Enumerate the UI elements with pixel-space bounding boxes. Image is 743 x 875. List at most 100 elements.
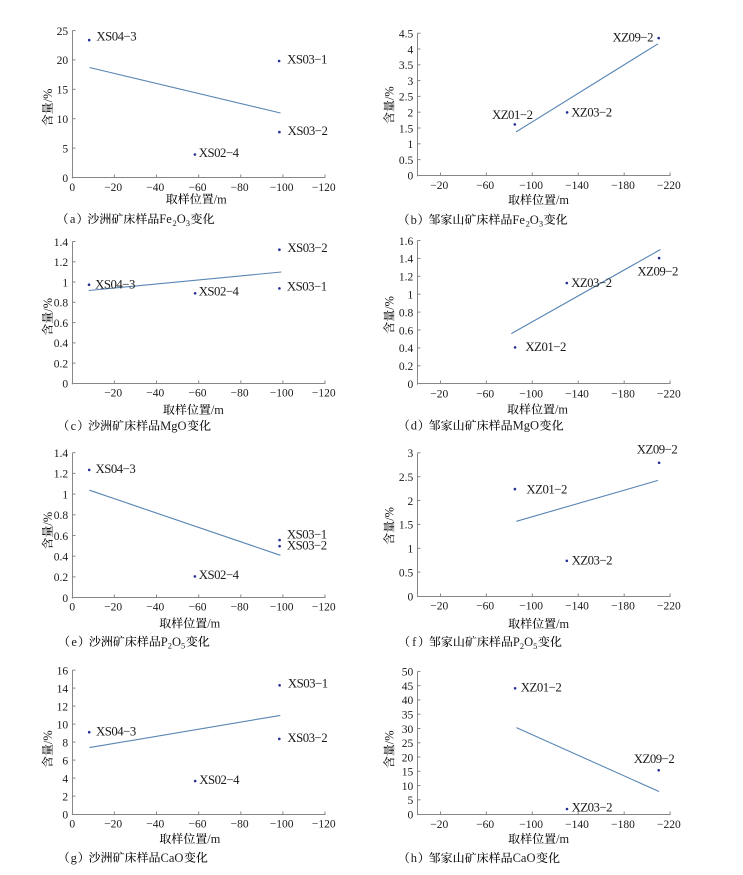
svg-text:/%: /% (41, 512, 55, 526)
svg-text:0.2: 0.2 (54, 572, 69, 584)
svg-text:1: 1 (408, 290, 414, 302)
svg-text:XZ09−2: XZ09−2 (613, 30, 654, 44)
svg-text:/%: /% (382, 731, 396, 745)
svg-text:2.5: 2.5 (399, 472, 414, 484)
svg-text:3.5: 3.5 (399, 60, 414, 72)
svg-text:−120: −120 (312, 819, 336, 831)
svg-text:−60: −60 (476, 388, 494, 400)
svg-text:XS03−1: XS03−1 (287, 528, 327, 542)
svg-text:20: 20 (57, 55, 69, 67)
svg-text:−40: −40 (146, 182, 164, 194)
svg-text:0: 0 (62, 809, 68, 821)
svg-text:50: 50 (402, 667, 414, 679)
svg-text:−120: −120 (312, 182, 336, 194)
svg-text:1: 1 (62, 489, 68, 501)
svg-text:−180: −180 (611, 819, 635, 831)
svg-text:−40: −40 (146, 819, 164, 831)
svg-text:−100: −100 (519, 601, 543, 613)
svg-text:/m: /m (211, 403, 224, 417)
svg-text:CaO: CaO (161, 851, 184, 865)
svg-text:XS03−1: XS03−1 (287, 53, 327, 67)
svg-text:−60: −60 (189, 602, 207, 614)
svg-text:0: 0 (62, 593, 68, 605)
svg-text:−60: −60 (476, 601, 494, 613)
svg-text:14: 14 (57, 683, 69, 695)
svg-text:h: h (411, 851, 418, 865)
svg-text:−220: −220 (657, 180, 681, 192)
svg-text:XZ01−2: XZ01−2 (492, 108, 533, 122)
svg-text:−20: −20 (104, 387, 122, 399)
svg-text:/m: /m (556, 832, 569, 846)
svg-text:O: O (530, 213, 539, 227)
svg-text:0.5: 0.5 (399, 567, 414, 579)
svg-text:2: 2 (62, 791, 68, 803)
svg-text:XZ03−2: XZ03−2 (572, 801, 613, 815)
svg-text:XS04−3: XS04−3 (95, 278, 135, 292)
svg-text:XZ03−2: XZ03−2 (572, 554, 613, 568)
svg-text:4: 4 (408, 44, 414, 56)
svg-text:−140: −140 (565, 388, 589, 400)
svg-text:O: O (524, 635, 533, 649)
svg-text:1.4: 1.4 (54, 448, 69, 460)
svg-text:5: 5 (181, 641, 185, 651)
svg-text:XS03−1: XS03−1 (288, 676, 328, 690)
svg-text:1: 1 (408, 139, 414, 151)
svg-text:1.5: 1.5 (399, 123, 414, 135)
svg-text:1.2: 1.2 (54, 469, 69, 481)
svg-text:−100: −100 (270, 602, 294, 614)
svg-text:−60: −60 (189, 819, 207, 831)
svg-text:−40: −40 (146, 387, 164, 399)
svg-text:XS03−2: XS03−2 (287, 539, 327, 553)
svg-text:1.2: 1.2 (399, 272, 414, 284)
svg-text:−80: −80 (231, 602, 249, 614)
svg-text:c: c (71, 419, 77, 433)
svg-text:10: 10 (402, 781, 414, 793)
svg-text:/m: /m (556, 617, 569, 631)
svg-text:−120: −120 (312, 602, 336, 614)
svg-text:−20: −20 (104, 819, 122, 831)
svg-text:/m: /m (556, 193, 569, 207)
svg-text:e: e (71, 635, 77, 649)
svg-text:/%: /% (41, 730, 55, 744)
svg-text:0.4: 0.4 (54, 552, 69, 564)
svg-text:−140: −140 (565, 819, 589, 831)
svg-text:−80: −80 (231, 387, 249, 399)
svg-text:0: 0 (408, 809, 414, 821)
svg-text:2: 2 (520, 641, 524, 651)
svg-text:Fe: Fe (159, 212, 172, 226)
svg-text:0: 0 (408, 591, 414, 603)
svg-text:0: 0 (69, 602, 75, 614)
svg-text:XZ03−2: XZ03−2 (571, 105, 612, 119)
svg-text:XS04−3: XS04−3 (96, 725, 136, 739)
svg-text:2: 2 (168, 641, 172, 651)
svg-text:−60: −60 (189, 387, 207, 399)
svg-text:8: 8 (62, 737, 68, 749)
svg-text:40: 40 (402, 695, 414, 707)
svg-text:20: 20 (402, 752, 414, 764)
svg-text:b: b (411, 213, 417, 227)
svg-text:O: O (172, 635, 181, 649)
svg-text:1.4: 1.4 (399, 254, 414, 266)
svg-text:0.2: 0.2 (54, 358, 69, 370)
svg-text:0: 0 (69, 182, 75, 194)
svg-text:2: 2 (526, 219, 530, 229)
svg-text:/m: /m (214, 192, 227, 206)
svg-text:XS03−2: XS03−2 (287, 731, 327, 745)
svg-text:−80: −80 (231, 182, 249, 194)
svg-text:−20: −20 (430, 388, 448, 400)
svg-text:XS03−1: XS03−1 (287, 280, 327, 294)
svg-text:−100: −100 (270, 387, 294, 399)
svg-text:5: 5 (408, 795, 414, 807)
svg-text:/%: /% (41, 298, 55, 312)
svg-text:5: 5 (62, 143, 68, 155)
svg-text:−140: −140 (565, 180, 589, 192)
svg-text:/%: /% (41, 89, 55, 103)
svg-text:0: 0 (62, 173, 68, 185)
svg-text:25: 25 (402, 738, 414, 750)
svg-text:d: d (411, 419, 418, 433)
svg-text:35: 35 (402, 710, 414, 722)
svg-text:MgO: MgO (160, 419, 186, 433)
svg-text:−120: −120 (312, 387, 336, 399)
svg-text:4.5: 4.5 (399, 29, 414, 41)
svg-text:2: 2 (408, 496, 414, 508)
